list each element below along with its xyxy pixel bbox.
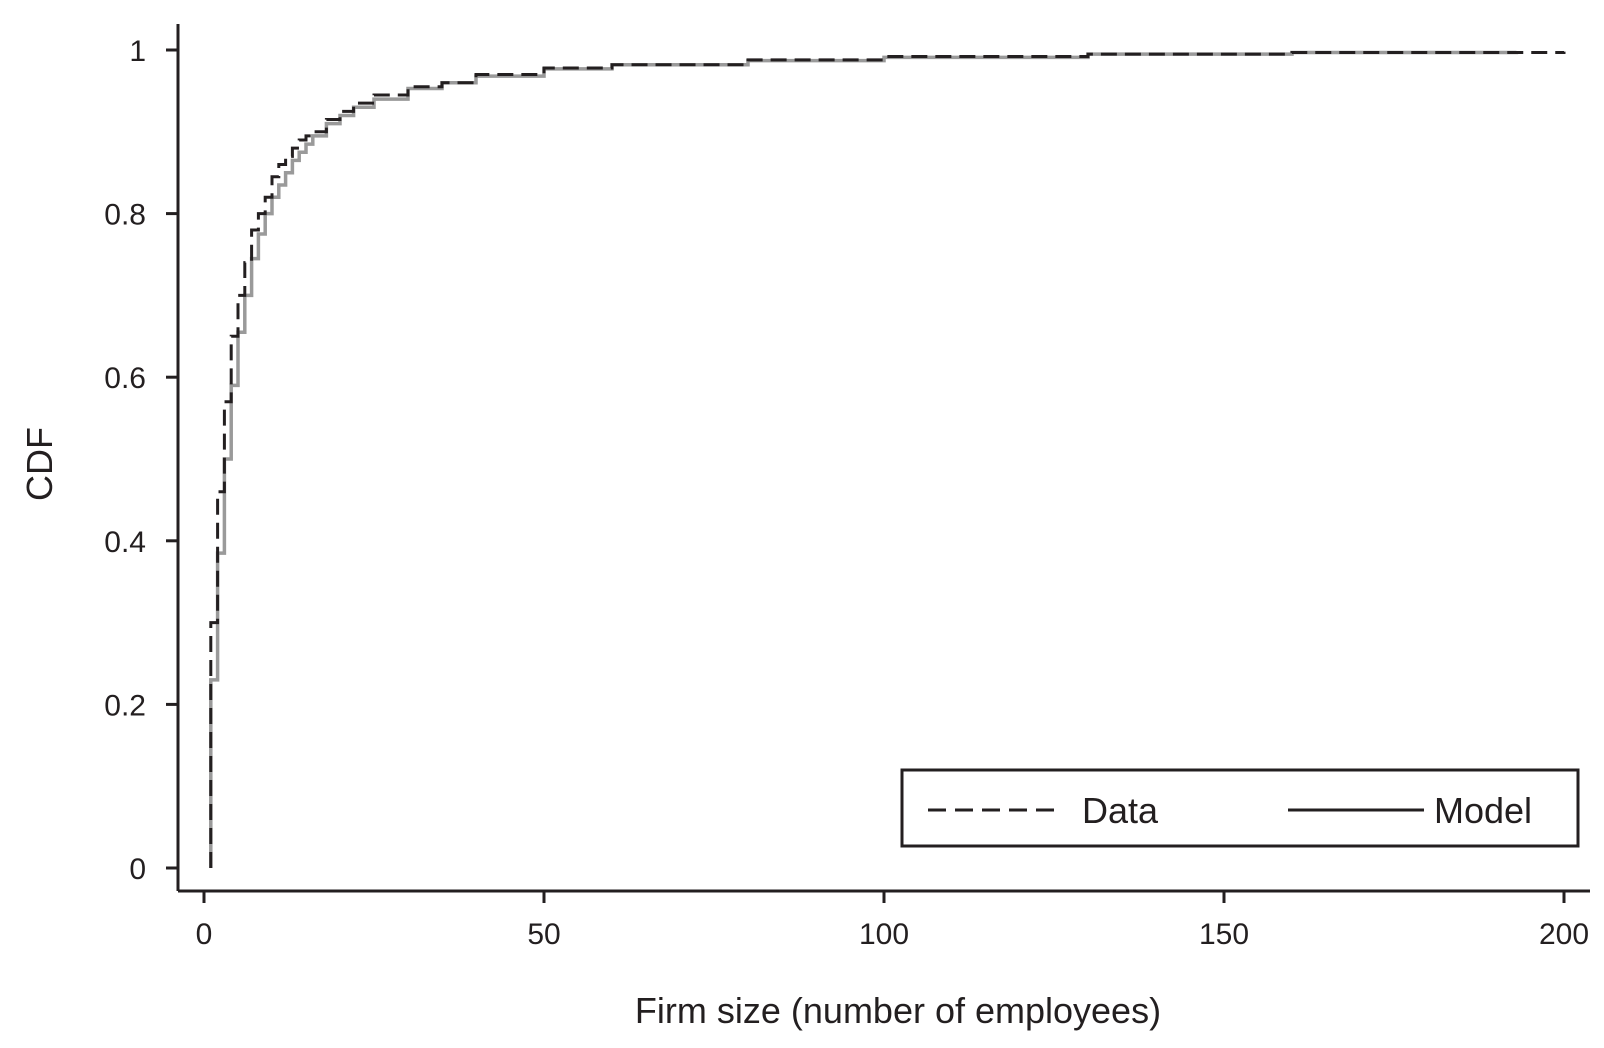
legend-box [900,768,1580,848]
x-tick-label: 200 [1539,918,1589,951]
x-tick-label: 100 [859,918,909,951]
y-axis-title: CDF [19,427,60,501]
y-tick-label: 0 [129,853,146,886]
y-tick-label: 1 [129,35,146,68]
y-tick-label: 0.8 [104,199,146,232]
plot-area [209,50,1566,868]
series-line-data [209,50,1566,868]
y-axis-ticks: 0 0.2 0.4 0.6 0.8 1 [104,35,178,886]
series-line-model [209,50,1519,868]
legend: Data Model [900,768,1580,848]
x-axis-ticks: 0 50 100 150 200 [196,891,1589,951]
y-tick-label: 0.2 [104,689,146,722]
y-tick-label: 0.4 [104,526,146,559]
x-tick-label: 50 [527,918,560,951]
x-tick-label: 0 [196,918,213,951]
x-tick-label: 150 [1199,918,1249,951]
y-tick-label: 0.6 [104,362,146,395]
legend-label-model: Model [1434,790,1532,831]
legend-label-data: Data [1082,790,1159,831]
x-axis-title: Firm size (number of employees) [635,990,1161,1031]
